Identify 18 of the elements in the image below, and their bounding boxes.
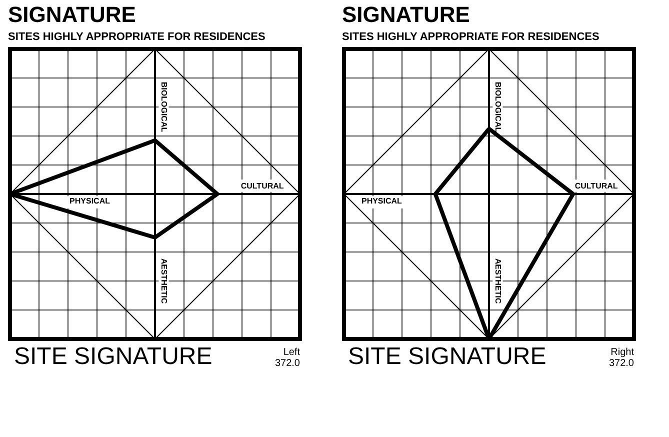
text: Left [283,347,300,358]
spoke-label: CULTURAL [240,181,284,190]
spoke-label: BIOLOGICAL [160,82,169,132]
text: SITE SIGNATURE [348,343,546,370]
spoke-label: CULTURAL [574,181,618,190]
chart-subtitle: SITES HIGHLY APPROPRIATE FOR RESIDENCES [8,31,266,43]
spoke-label: PHYSICAL [70,196,110,206]
text: Right [610,347,634,358]
spoke-label: PHYSICAL [361,196,402,206]
text: 372.0 [274,358,300,369]
spoke-label: AESTHETIC [494,258,503,304]
chart-subtitle: SITES HIGHLY APPROPRIATE FOR RESIDENCES [342,31,600,43]
chart-title: SIGNATURE [342,2,470,27]
text: SITE SIGNATURE [14,343,212,370]
text: 372.0 [608,358,634,369]
spoke-label: AESTHETIC [160,258,169,304]
spoke-label: BIOLOGICAL [494,82,503,132]
chart-title: SIGNATURE [8,2,136,27]
